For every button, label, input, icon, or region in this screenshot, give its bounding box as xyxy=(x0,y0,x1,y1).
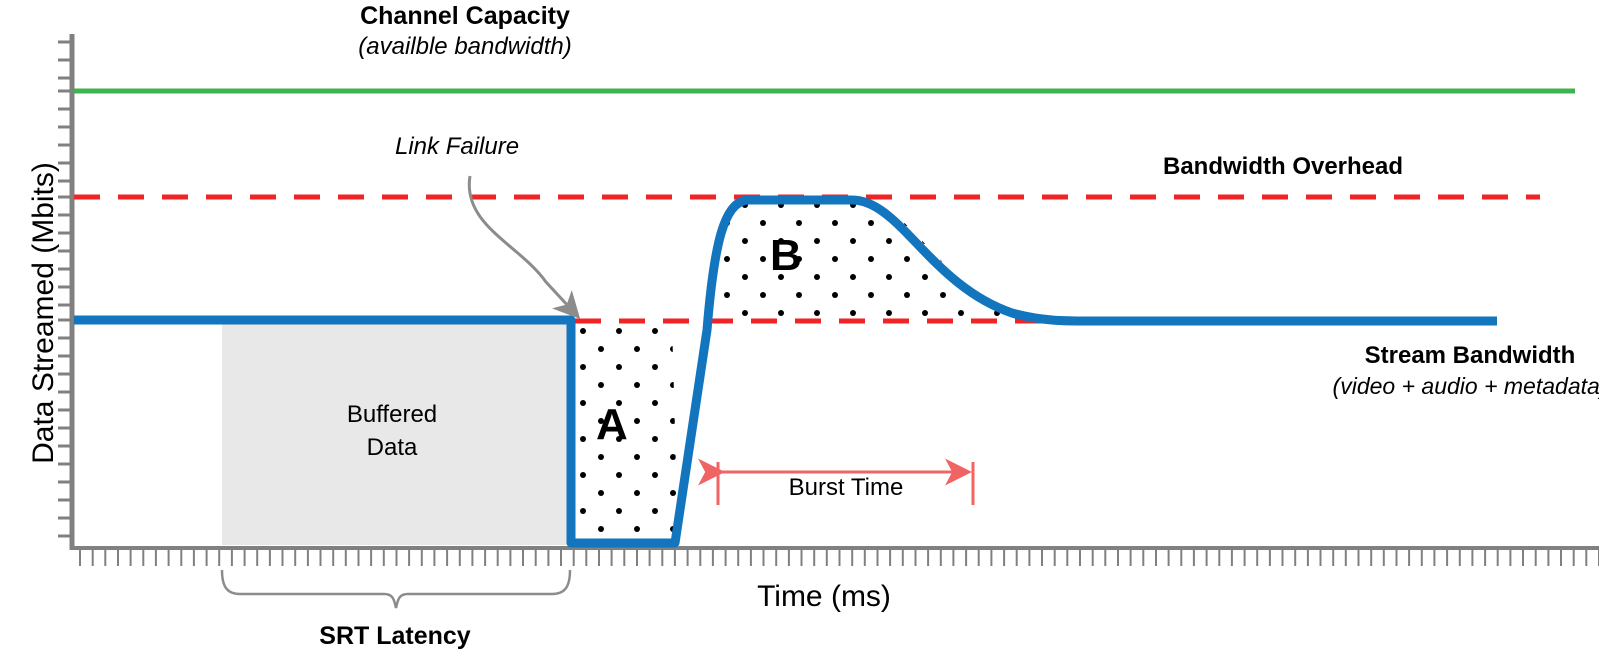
region-a-dotted-area xyxy=(575,322,678,540)
link-failure-arrow xyxy=(467,175,581,320)
x-axis-label: Time (ms) xyxy=(757,580,891,613)
burst-time-measure xyxy=(698,458,975,505)
burst-time-label: Burst Time xyxy=(788,474,904,501)
y-axis-ticks xyxy=(58,40,72,538)
srt-latency-label: SRT Latency xyxy=(319,622,471,650)
data-streamed-curve xyxy=(74,195,1497,548)
srt-latency-brace xyxy=(220,569,572,609)
stream-bandwidth-sublabel: (video + audio + metadata) xyxy=(1332,373,1599,399)
x-axis-ticks xyxy=(79,550,1599,566)
buffered-data-region xyxy=(222,324,571,545)
region-b-label: B xyxy=(770,231,802,280)
channel-capacity-subtitle: (availble bandwidth) xyxy=(358,33,572,60)
y-axis-label: Data Streamed (Mbits) xyxy=(27,162,60,464)
link-failure-label: Link Failure xyxy=(395,133,520,160)
buffered-data-line1: Buffered xyxy=(346,401,438,428)
bandwidth-overhead-label: Bandwidth Overhead xyxy=(1163,153,1404,180)
channel-capacity-title: Channel Capacity xyxy=(360,2,570,30)
buffered-data-line2: Data xyxy=(366,434,418,461)
buffered-data-label: Buffered Data xyxy=(272,398,512,464)
region-a-label: A xyxy=(596,400,628,449)
stream-bandwidth-label: Stream Bandwidth xyxy=(1364,342,1576,369)
